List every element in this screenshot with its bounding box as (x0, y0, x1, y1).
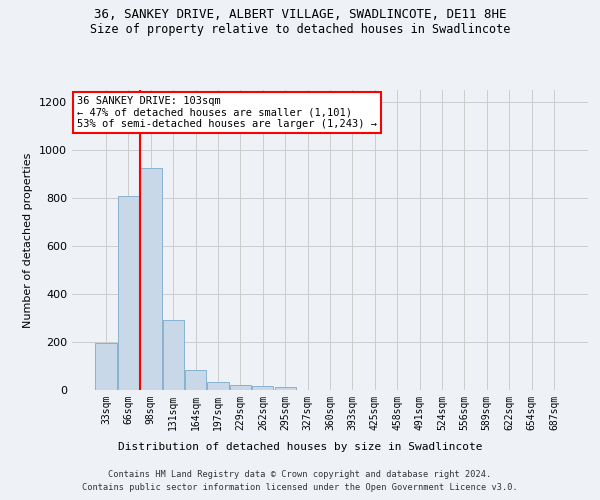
Bar (118, 196, 139, 390)
Bar (252, 386, 274, 390)
Text: Distribution of detached houses by size in Swadlincote: Distribution of detached houses by size … (118, 442, 482, 452)
Y-axis label: Number of detached properties: Number of detached properties (23, 152, 34, 328)
Text: Size of property relative to detached houses in Swadlincote: Size of property relative to detached ho… (90, 22, 510, 36)
Text: 36, SANKEY DRIVE, ALBERT VILLAGE, SWADLINCOTE, DE11 8HE: 36, SANKEY DRIVE, ALBERT VILLAGE, SWADLI… (94, 8, 506, 20)
Bar (275, 387, 296, 390)
Bar (163, 320, 184, 390)
Text: Contains HM Land Registry data © Crown copyright and database right 2024.: Contains HM Land Registry data © Crown c… (109, 470, 491, 479)
Text: Contains public sector information licensed under the Open Government Licence v3: Contains public sector information licen… (82, 484, 518, 492)
Bar (185, 370, 206, 390)
Bar (140, 168, 161, 390)
Bar (208, 382, 229, 390)
Bar (230, 385, 251, 390)
Bar (95, 343, 117, 390)
Text: 36 SANKEY DRIVE: 103sqm
← 47% of detached houses are smaller (1,101)
53% of semi: 36 SANKEY DRIVE: 103sqm ← 47% of detache… (77, 96, 377, 129)
